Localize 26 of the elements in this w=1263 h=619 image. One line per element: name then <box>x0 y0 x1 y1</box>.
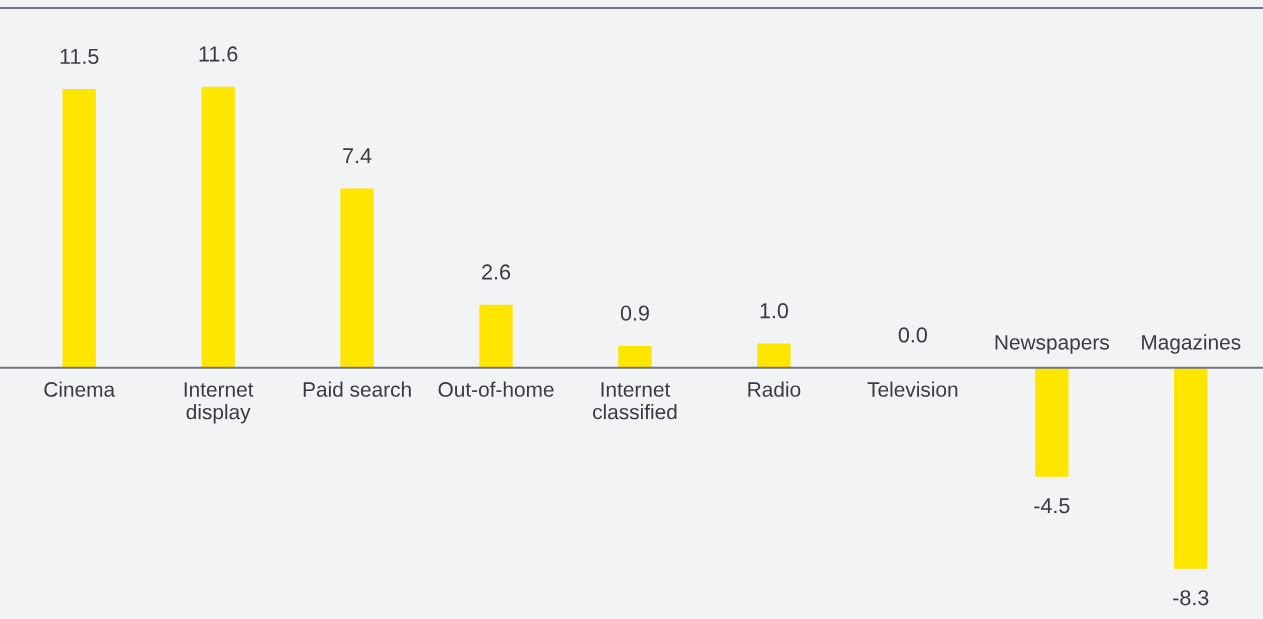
bar <box>1174 367 1208 569</box>
x-tick-label: Newspapers <box>995 335 1109 354</box>
x-tick-label: Internet display <box>184 382 254 424</box>
bar <box>340 188 374 368</box>
data-label: 0.0 <box>898 327 927 343</box>
data-label: 7.4 <box>343 148 372 164</box>
bar <box>618 345 652 368</box>
bar <box>757 343 791 368</box>
data-label: 11.6 <box>199 46 238 62</box>
x-tick-label: Out-of-home <box>438 381 554 397</box>
x-tick-label: Internet classified <box>593 382 677 420</box>
x-tick-label: Television <box>867 381 958 397</box>
bar <box>1035 367 1069 477</box>
bar <box>479 304 513 368</box>
x-tick-label: Magazines <box>1142 334 1241 354</box>
data-label: 1.0 <box>760 303 789 319</box>
data-label: -4.5 <box>1034 498 1070 514</box>
data-label: 2.6 <box>482 264 511 280</box>
data-label: 0.9 <box>620 305 649 321</box>
x-tick-label: Cinema <box>44 381 116 397</box>
bar <box>62 89 96 368</box>
data-label: -8.3 <box>1173 590 1209 606</box>
x-tick-label: Radio <box>748 381 801 397</box>
x-tick-label: Paid search <box>303 381 411 397</box>
data-label: 11.5 <box>60 48 99 65</box>
bar <box>201 86 235 368</box>
